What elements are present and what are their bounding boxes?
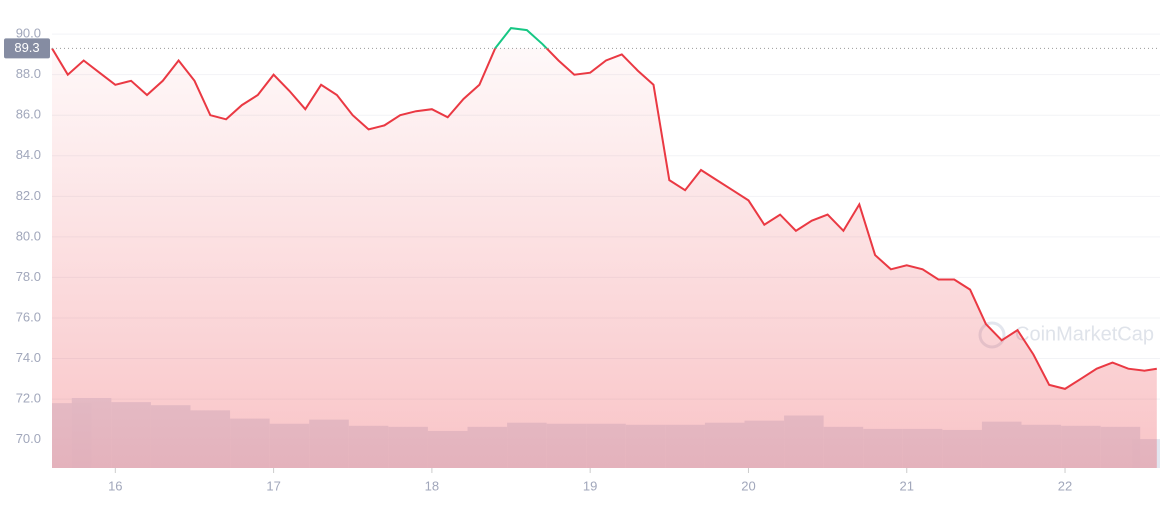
x-tick-label: 21 [900,478,914,493]
x-tick-label: 22 [1058,478,1072,493]
price-area [52,48,1157,468]
y-tick-label: 72.0 [16,391,41,406]
baseline-label: 89.3 [14,40,39,55]
y-tick-label: 82.0 [16,188,41,203]
y-tick-label: 78.0 [16,269,41,284]
y-tick-label: 88.0 [16,66,41,81]
watermark: CoinMarketCap [1015,323,1154,345]
y-tick-label: 74.0 [16,350,41,365]
y-tick-label: 84.0 [16,147,41,162]
y-tick-label: 90.0 [16,26,41,41]
y-tick-label: 76.0 [16,309,41,324]
x-tick-label: 19 [583,478,597,493]
price-line-down [51,48,1157,390]
x-tick-label: 20 [741,478,755,493]
y-tick-label: 70.0 [16,431,41,446]
x-tick-label: 17 [266,478,280,493]
y-tick-label: 86.0 [16,107,41,122]
x-tick-label: 18 [425,478,439,493]
y-tick-label: 80.0 [16,228,41,243]
x-tick-label: 16 [108,478,122,493]
baseline-label-box [4,38,50,59]
